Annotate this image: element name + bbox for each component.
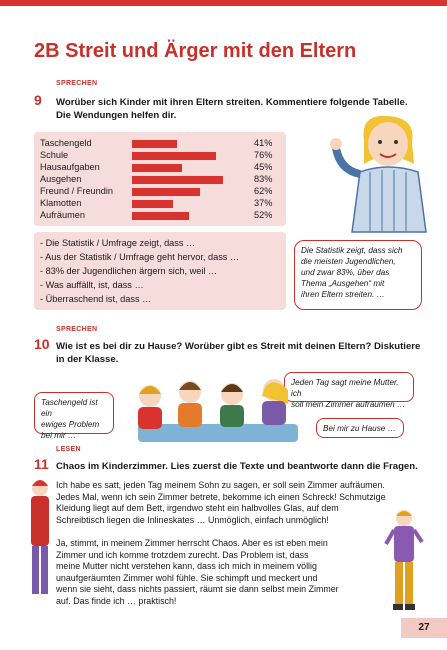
stat-label: Schule xyxy=(40,150,69,160)
task9-instruction: Worüber sich Kinder mit ihren Eltern str… xyxy=(56,96,407,122)
top-accent-line xyxy=(0,0,447,6)
stat-bar xyxy=(132,140,177,148)
stat-bar xyxy=(132,200,173,208)
stat-percent: 45% xyxy=(254,162,273,172)
speech-line: und zwar 83%, über das xyxy=(301,268,390,277)
speech-line: ihren Eltern streiten. … xyxy=(301,290,385,299)
stat-percent: 37% xyxy=(254,198,273,208)
stat-bar xyxy=(132,212,189,220)
speech-line: Jeden Tag sagt meine Mutter, ich xyxy=(291,378,399,398)
stat-percent: 41% xyxy=(254,138,273,148)
phrase-item: - Aus der Statistik / Umfrage geht hervo… xyxy=(40,252,240,262)
text-line: unaufgeräumten Zimmer wohl fühle. Sie sc… xyxy=(56,572,318,583)
mother-text: Ich habe es satt, jeden Tag meinem Sohn … xyxy=(56,480,386,526)
text-line: wenn sie sieht, dass nichts passiert, rä… xyxy=(56,584,339,595)
text-line: Ich habe es satt, jeden Tag meinem Sohn … xyxy=(56,480,385,490)
stat-bar xyxy=(132,152,216,160)
text-line: Kleidung liegt auf dem Bett, irgendwo st… xyxy=(56,503,339,514)
stat-label: Hausaufgaben xyxy=(40,162,100,172)
speech-line: bei mir … xyxy=(41,431,77,440)
stat-bar xyxy=(132,164,182,172)
page-number: 27 xyxy=(401,618,447,638)
phrase-item: - Die Statistik / Umfrage zeigt, dass … xyxy=(40,238,196,248)
text-line: Zimmer und ich komme trotzdem zurecht. D… xyxy=(56,549,309,560)
task11-section-label: LESEN xyxy=(56,446,81,453)
speech-line: die meisten Jugendlichen, xyxy=(301,257,396,266)
text-line: auf. Das finde ich … praktisch! xyxy=(56,595,177,606)
phrase-item: - Überraschend ist, dass … xyxy=(40,294,152,304)
task11-instruction: Chaos im Kinderzimmer. Lies zuerst die T… xyxy=(56,461,418,472)
phrase-item: - 83% der Jugendlichen ärgern sich, weil… xyxy=(40,266,218,276)
page-title: 2B Streit und Ärger mit den Eltern xyxy=(34,40,357,62)
speech-line: soll mein Zimmer aufräumen … xyxy=(291,400,406,409)
text-line: Jedes Mal, wenn ich sein Zimmer betrete,… xyxy=(56,491,386,502)
speech-bubble-mother: Jeden Tag sagt meine Mutter, ich soll me… xyxy=(284,372,414,409)
stat-label: Aufräumen xyxy=(40,210,85,220)
speech-line: Thema „Ausgehen“ mit xyxy=(301,279,385,288)
stat-percent: 83% xyxy=(254,174,273,184)
stat-label: Freund / Freundin xyxy=(40,186,114,196)
phrases-box xyxy=(34,232,286,310)
speech-bubble-pocket-money: Taschengeld ist ein ewiges Problem bei m… xyxy=(34,392,114,440)
stat-percent: 52% xyxy=(254,210,273,220)
task9-instruction-line1: Worüber sich Kinder mit ihren Eltern str… xyxy=(56,97,408,108)
girl-illustration xyxy=(330,115,427,233)
task10-instruction-line2: in der Klasse. xyxy=(56,354,119,365)
students-discussion-illustration xyxy=(138,379,298,442)
text-line: meine Mutter nicht verstehen kann, dass … xyxy=(56,561,317,572)
stat-percent: 62% xyxy=(254,186,273,196)
stat-bar xyxy=(132,176,223,184)
mother-illustration xyxy=(31,480,49,594)
task10-section-label: SPRECHEN xyxy=(56,326,98,333)
stat-bar xyxy=(132,188,200,196)
task10-instruction: Wie ist es bei dir zu Hause? Worüber gib… xyxy=(56,340,420,366)
boy-illustration xyxy=(384,510,424,610)
stat-label: Klamotten xyxy=(40,198,82,208)
text-line: Ja, stimmt, in meinem Zimmer herrscht Ch… xyxy=(56,538,328,548)
stat-percent: 76% xyxy=(254,150,273,160)
speech-bubble-at-home: Bei mir zu Hause … xyxy=(316,418,404,438)
task10-number: 10 xyxy=(34,336,50,352)
speech-line: Die Statistik zeigt, dass sich xyxy=(301,246,403,255)
task9-instruction-line2: Die Wendungen helfen dir. xyxy=(56,110,177,121)
task9-number: 9 xyxy=(34,92,42,108)
stat-label: Taschengeld xyxy=(40,138,92,148)
speech-line: Taschengeld ist ein xyxy=(41,398,98,418)
text-line: Schreibtisch liegen die Inlineskates … U… xyxy=(56,514,329,525)
son-text: Ja, stimmt, in meinem Zimmer herrscht Ch… xyxy=(56,538,339,608)
speech-line: ewiges Problem xyxy=(41,420,100,429)
speech-bubble-statistics: Die Statistik zeigt, dass sich die meist… xyxy=(294,240,422,310)
phrase-item: - Was auffällt, ist, dass … xyxy=(40,280,144,290)
task11-number: 11 xyxy=(34,456,49,472)
task10-instruction-line1: Wie ist es bei dir zu Hause? Worüber gib… xyxy=(56,341,421,352)
task9-section-label: SPRECHEN xyxy=(56,80,98,87)
stat-label: Ausgehen xyxy=(40,174,82,184)
